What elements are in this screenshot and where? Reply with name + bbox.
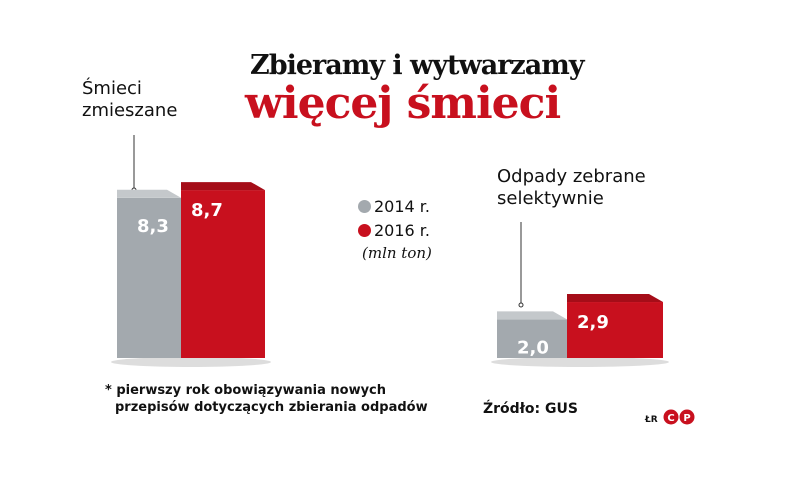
legend-dot-gray xyxy=(358,200,371,213)
bar-2016 r. xyxy=(567,302,663,358)
legend-label: 2014 r. xyxy=(374,197,430,216)
source: Źródło: GUS xyxy=(483,401,578,417)
chart2-title-line2: selektywnie xyxy=(497,188,604,209)
legend-item-2014: 2014 r. xyxy=(358,197,430,216)
legend-dot-red xyxy=(358,224,371,237)
bar-top xyxy=(117,189,181,198)
cp-logo-icon: C P xyxy=(663,409,695,425)
chart1-title-line2: zmieszane xyxy=(82,100,178,121)
legend-item-2016: 2016 r. xyxy=(358,221,430,240)
title-line1: Zbieramy i wytwarzamy xyxy=(250,50,585,81)
bar-value-label: 2,9 xyxy=(577,312,609,333)
footnote-line2: przepisów dotyczących zbierania odpadów xyxy=(115,400,428,415)
bar-value-label: 8,3 xyxy=(137,216,169,237)
footnote: * pierwszy rok obowiązywania nowych prze… xyxy=(105,382,428,416)
bar-top xyxy=(567,294,663,303)
logo: ŁR C P xyxy=(645,404,697,425)
legend-label: 2016 r. xyxy=(374,221,430,240)
bar-shadow xyxy=(111,357,271,367)
bar-shadow xyxy=(491,357,669,367)
bar-2014 r. xyxy=(117,197,181,358)
unit-label: (mln ton) xyxy=(362,244,432,262)
bar-2016 r. xyxy=(181,190,265,358)
chart1-title-line1: Śmieci xyxy=(82,78,142,99)
title-line2: więcej śmieci xyxy=(245,78,561,129)
leader-dot xyxy=(518,302,524,308)
svg-text:P: P xyxy=(683,413,690,424)
footnote-line1: * pierwszy rok obowiązywania nowych xyxy=(105,383,387,398)
chart2-title-line1: Odpady zebrane xyxy=(497,166,646,187)
bar-2014 r. xyxy=(497,319,567,358)
bar-top xyxy=(181,182,265,191)
chart1-title: Śmieci zmieszane xyxy=(82,78,177,122)
bar-value-label: 8,7 xyxy=(191,200,223,221)
bar-top xyxy=(497,311,567,320)
svg-text:C: C xyxy=(667,413,674,424)
bar-value-label: 2,0 xyxy=(517,337,549,358)
logo-text: ŁR xyxy=(645,415,658,425)
chart2-title: Odpady zebrane selektywnie xyxy=(497,166,646,210)
